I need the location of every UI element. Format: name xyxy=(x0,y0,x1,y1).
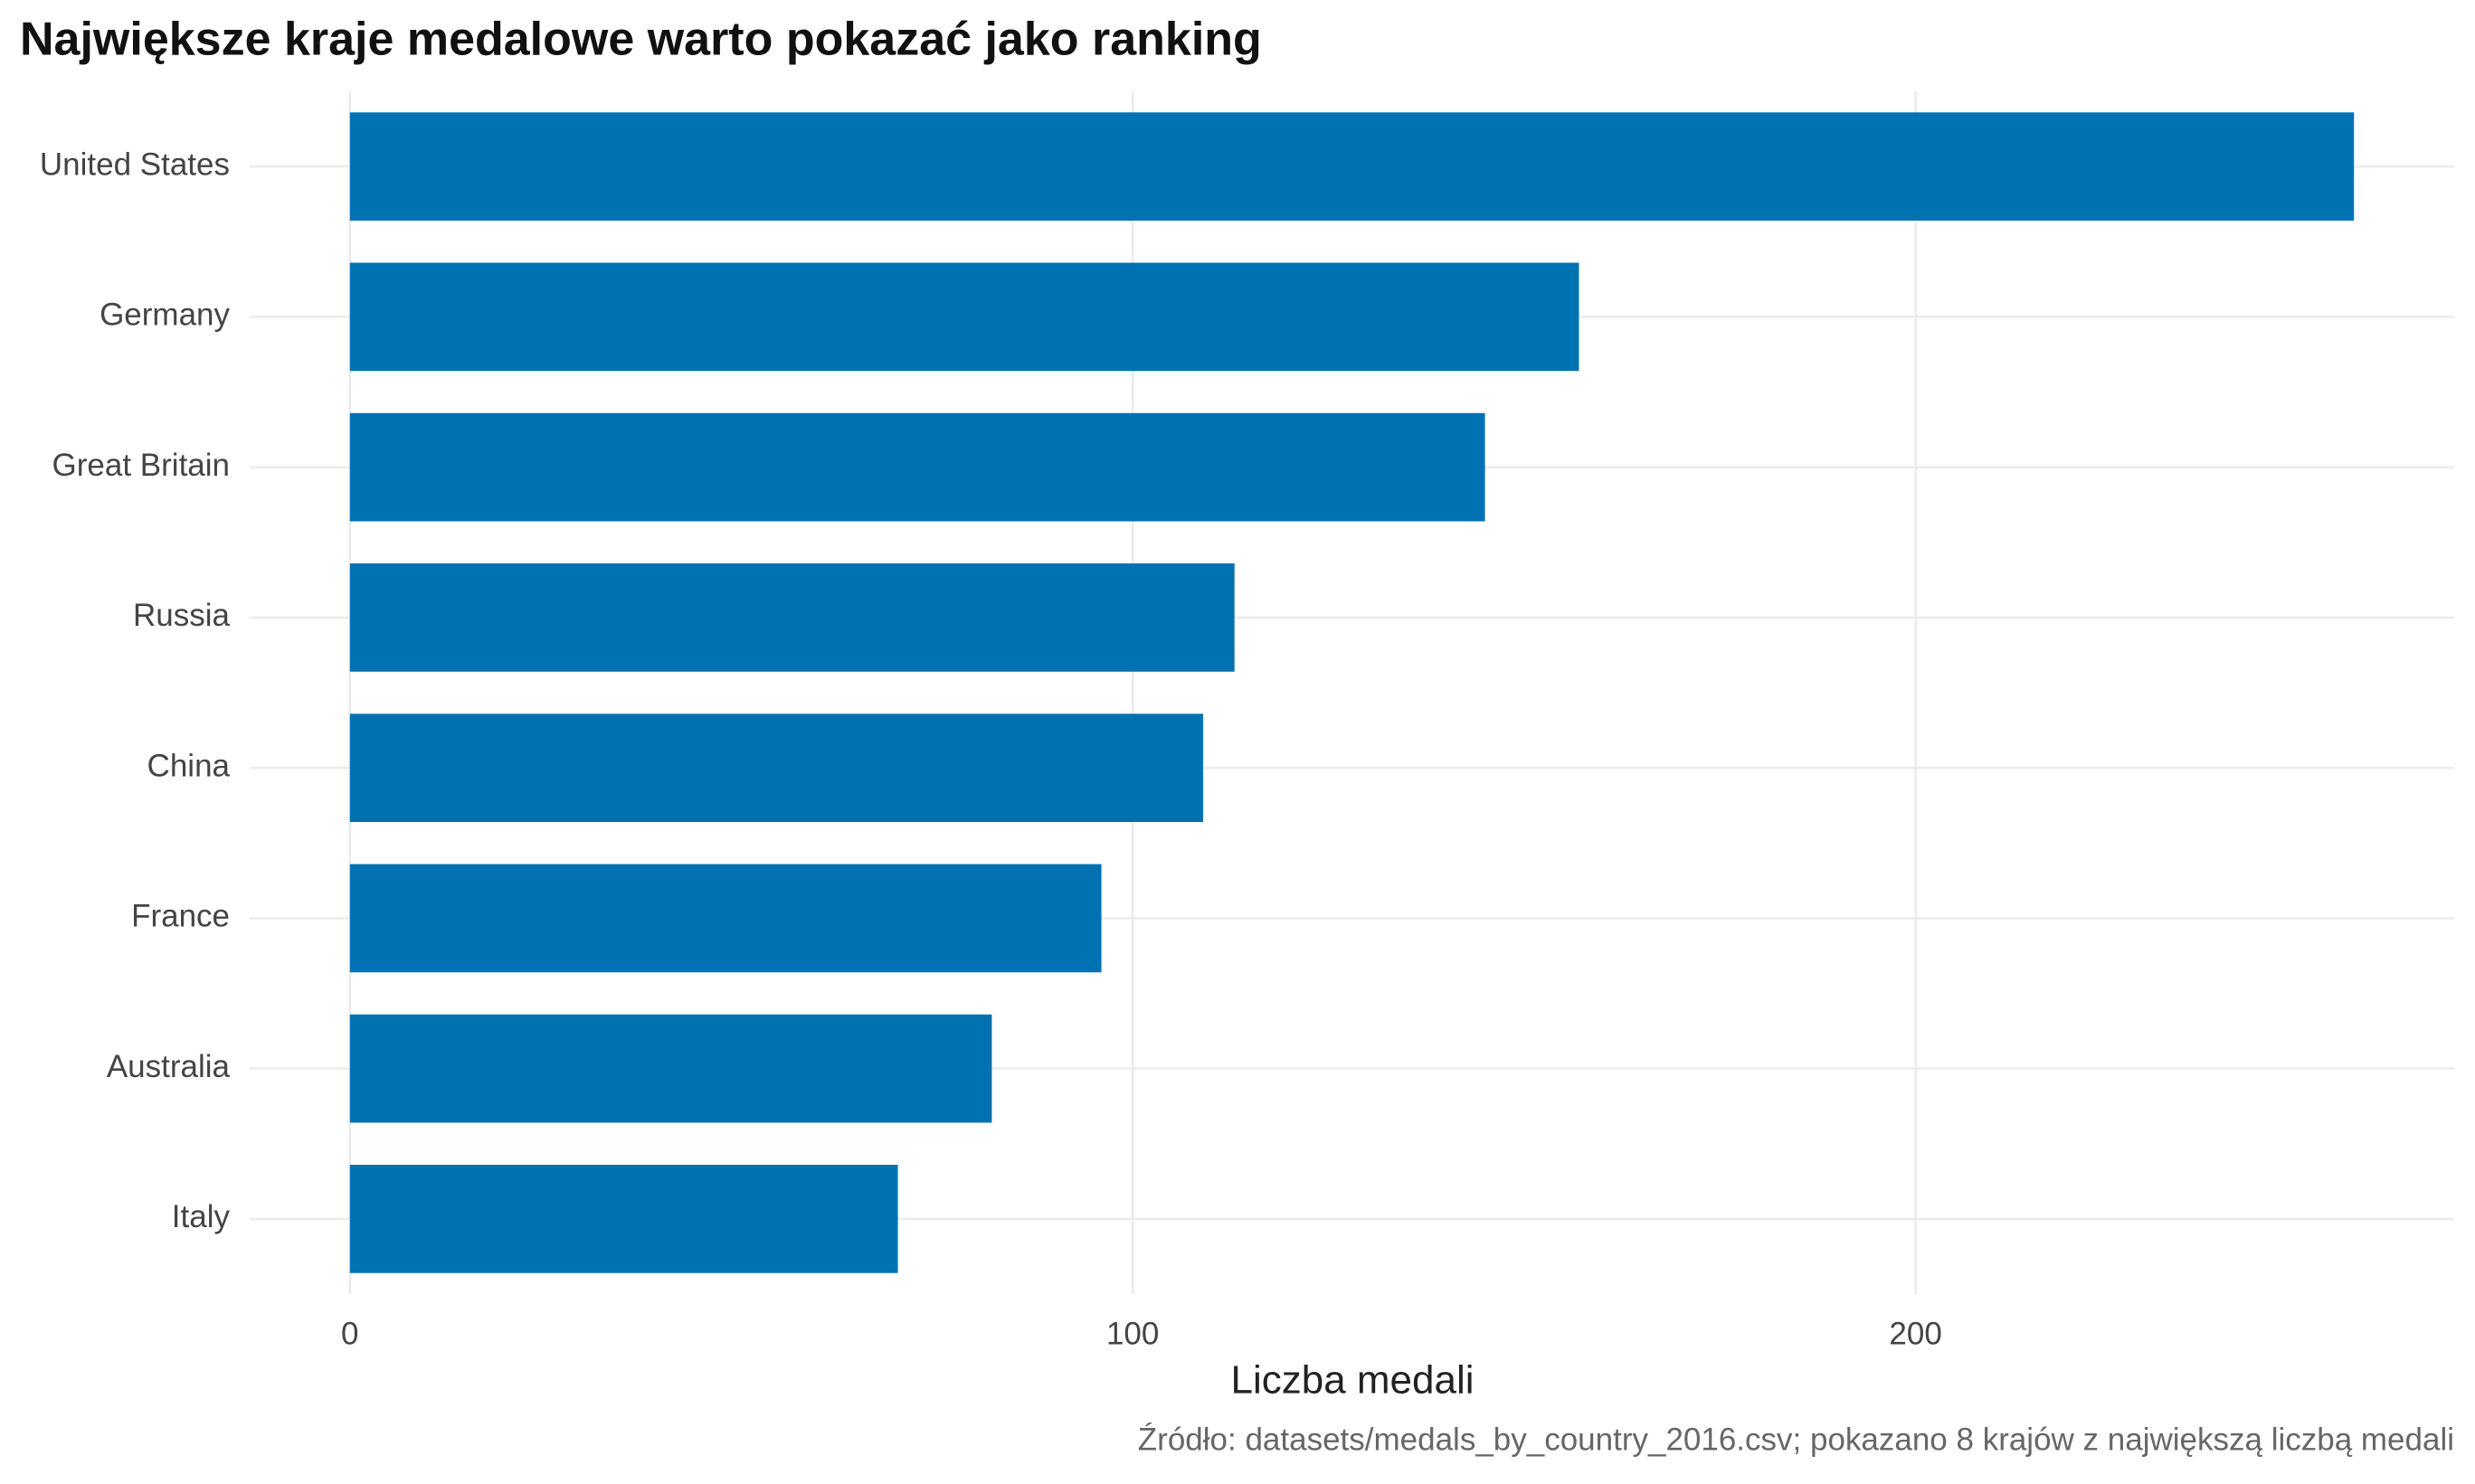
bar xyxy=(349,714,1204,822)
y-tick-label: Russia xyxy=(133,598,231,633)
y-tick-label: France xyxy=(131,899,230,934)
x-tick-label: 200 xyxy=(1889,1316,1941,1351)
bar xyxy=(349,412,1485,522)
y-tick-label: United States xyxy=(40,147,230,182)
bar xyxy=(349,563,1235,672)
y-tick-label: Germany xyxy=(100,298,230,333)
y-tick-label: Italy xyxy=(172,1199,231,1234)
x-axis-title: Liczba medali xyxy=(1230,1358,1474,1403)
chart-title: Największe kraje medalowe warto pokazać … xyxy=(20,14,1262,66)
x-tick-label: 0 xyxy=(341,1316,358,1351)
bar xyxy=(349,1014,992,1123)
x-tick-label: 100 xyxy=(1106,1316,1159,1351)
bar xyxy=(349,262,1579,372)
bar xyxy=(349,1165,898,1273)
bar xyxy=(349,864,1102,973)
caption: Źródło: datasets/medals_by_country_2016.… xyxy=(1138,1422,2454,1457)
bar xyxy=(349,112,2355,221)
y-tick-label: China xyxy=(147,748,231,783)
y-tick-label: Australia xyxy=(107,1049,231,1084)
y-tick-label: Great Britain xyxy=(52,448,230,483)
